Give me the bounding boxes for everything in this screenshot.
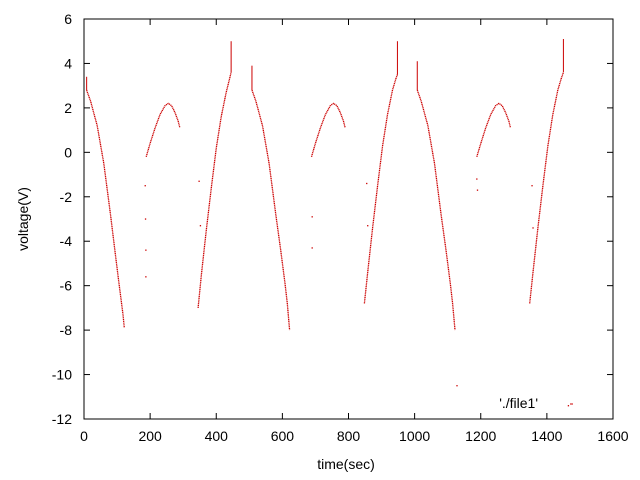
data-point [145,249,147,251]
data-point [456,385,458,387]
data-point [567,405,570,407]
data-segment-3 [197,72,232,308]
data-point [199,225,202,227]
x-tick-label: 1000 [399,428,430,444]
data-point [198,180,200,182]
data-segment-9 [529,72,565,304]
axis-ticks [83,18,614,420]
data-point [311,247,313,249]
y-tick-label: 0 [64,144,72,160]
y-tick-label: 6 [64,11,72,27]
data-point [532,227,534,229]
y-tick-label: -2 [60,189,73,205]
y-tick-label: -12 [52,411,72,427]
x-tick-label: 1200 [465,428,496,444]
data-segment-6 [363,74,399,304]
x-tick-label: 1600 [597,428,628,444]
data-segment-7 [416,89,456,331]
y-tick-label: 4 [64,55,72,71]
x-tick-label: 200 [138,428,162,444]
y-tick-label: -8 [60,322,73,338]
y-tick-label: -10 [52,367,72,383]
data-segment-1 [85,89,125,328]
data-point [144,185,146,187]
x-tick-label: 400 [205,428,229,444]
legend: './file1' [499,395,573,411]
data-point [144,218,147,220]
y-tick-label: 2 [64,100,72,116]
data-segment-4 [251,89,291,331]
data-point [476,189,479,191]
series-file1 [85,39,570,407]
y-axis-title: voltage(V) [15,187,31,251]
data-point [531,185,533,187]
data-point [145,276,147,278]
x-tick-label: 800 [337,428,361,444]
data-segment-5 [310,102,346,157]
data-point [366,182,368,185]
x-tick-label: 1400 [531,428,562,444]
tick-labels: 0 200 400 600 800 1000 1200 1400 1600 -12 -10 -8 -6 -… [52,11,629,444]
data-point [476,178,478,180]
data-point [367,225,369,227]
x-tick-label: 0 [80,428,88,444]
data-segment-8 [476,102,512,157]
data-point [311,216,313,218]
x-axis-title: time(sec) [317,456,375,472]
y-tick-label: -6 [60,278,73,294]
x-tick-label: 600 [271,428,295,444]
y-tick-label: -4 [60,233,73,249]
plot-frame [83,18,614,420]
data-segment-2 [145,102,181,157]
legend-label: './file1' [499,395,538,411]
